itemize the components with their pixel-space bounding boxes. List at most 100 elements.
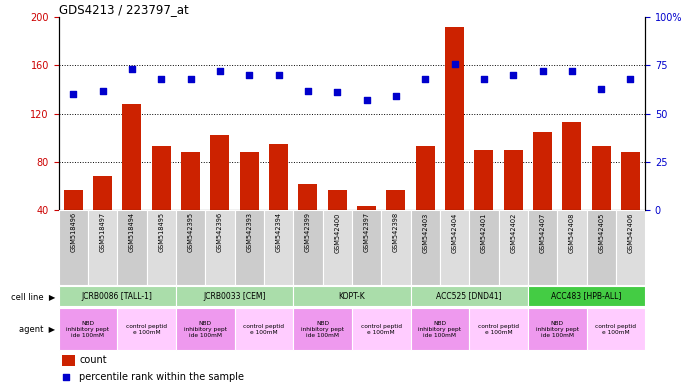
Text: agent  ▶: agent ▶ [19, 325, 55, 334]
Bar [382, 210, 411, 285]
Point [595, 86, 607, 92]
Bar [386, 190, 406, 210]
Bar [440, 210, 469, 285]
Point [478, 76, 489, 82]
Text: GDS4213 / 223797_at: GDS4213 / 223797_at [59, 3, 188, 16]
Bar [528, 308, 586, 351]
Text: GSM542407: GSM542407 [540, 212, 546, 253]
Text: NBD
inhibitory pept
ide 100mM: NBD inhibitory pept ide 100mM [184, 321, 227, 338]
Text: JCRB0086 [TALL-1]: JCRB0086 [TALL-1] [82, 291, 152, 301]
Bar [533, 132, 552, 210]
Bar [264, 210, 293, 285]
Bar [59, 210, 88, 285]
Text: GSM542400: GSM542400 [334, 212, 340, 253]
Bar [558, 210, 586, 285]
Point [508, 72, 519, 78]
Bar [528, 286, 645, 306]
Point [215, 68, 226, 74]
Text: GSM542405: GSM542405 [598, 212, 604, 253]
Text: GSM542404: GSM542404 [451, 212, 457, 253]
Bar [621, 152, 640, 210]
Text: ACC525 [DND41]: ACC525 [DND41] [436, 291, 502, 301]
Text: NBD
inhibitory pept
ide 100mM: NBD inhibitory pept ide 100mM [66, 321, 110, 338]
Bar [63, 190, 83, 210]
Bar [235, 210, 264, 285]
Text: GSM542402: GSM542402 [510, 212, 516, 253]
Bar [591, 146, 611, 210]
Text: control peptid
e 100mM: control peptid e 100mM [595, 324, 636, 335]
Text: GSM542398: GSM542398 [393, 212, 399, 252]
Text: cell line  ▶: cell line ▶ [11, 291, 55, 301]
Bar [469, 210, 499, 285]
Bar [415, 146, 435, 210]
Bar [88, 210, 117, 285]
Text: GSM542408: GSM542408 [569, 212, 575, 253]
Text: GSM542395: GSM542395 [188, 212, 194, 252]
Bar [206, 210, 235, 285]
Point [566, 68, 578, 74]
Text: NBD
inhibitory pept
ide 100mM: NBD inhibitory pept ide 100mM [535, 321, 579, 338]
Text: control peptid
e 100mM: control peptid e 100mM [126, 324, 167, 335]
Text: GSM542406: GSM542406 [627, 212, 633, 253]
Point [61, 374, 72, 380]
Text: control peptid
e 100mM: control peptid e 100mM [361, 324, 402, 335]
Bar [117, 308, 176, 351]
Text: NBD
inhibitory pept
ide 100mM: NBD inhibitory pept ide 100mM [301, 321, 344, 338]
Bar [586, 308, 645, 351]
Point [625, 76, 636, 82]
Bar [586, 210, 616, 285]
Bar [152, 146, 171, 210]
Bar [528, 210, 558, 285]
Bar [323, 210, 352, 285]
Point [302, 88, 313, 94]
Text: control peptid
e 100mM: control peptid e 100mM [244, 324, 284, 335]
Bar [210, 135, 230, 210]
Point [420, 76, 431, 82]
Text: control peptid
e 100mM: control peptid e 100mM [478, 324, 519, 335]
Bar [474, 150, 493, 210]
Bar [293, 286, 411, 306]
Point [449, 60, 460, 66]
Text: ACC483 [HPB-ALL]: ACC483 [HPB-ALL] [551, 291, 622, 301]
Bar [411, 210, 440, 285]
Text: percentile rank within the sample: percentile rank within the sample [79, 372, 244, 382]
Bar [59, 286, 176, 306]
Bar [499, 210, 528, 285]
Bar [117, 210, 147, 285]
Bar [504, 150, 523, 210]
Bar [235, 308, 293, 351]
Point [68, 91, 79, 98]
Text: JCRB0033 [CEM]: JCRB0033 [CEM] [204, 291, 266, 301]
Text: GSM542396: GSM542396 [217, 212, 223, 252]
Bar [293, 210, 323, 285]
Bar [147, 210, 176, 285]
Text: GSM518497: GSM518497 [99, 212, 106, 252]
Bar [176, 286, 293, 306]
Bar [93, 176, 112, 210]
Text: GSM542393: GSM542393 [246, 212, 253, 252]
Text: GSM542397: GSM542397 [364, 212, 370, 252]
Point [185, 76, 196, 82]
Bar [411, 308, 469, 351]
Bar [357, 207, 376, 210]
Point [537, 68, 548, 74]
Bar [239, 152, 259, 210]
Bar [59, 308, 117, 351]
Bar [445, 27, 464, 210]
Bar [411, 286, 528, 306]
Text: NBD
inhibitory pept
ide 100mM: NBD inhibitory pept ide 100mM [418, 321, 462, 338]
Point [156, 76, 167, 82]
Bar [269, 144, 288, 210]
Text: count: count [79, 356, 107, 366]
Bar [352, 308, 411, 351]
Bar [352, 210, 381, 285]
Text: GSM542403: GSM542403 [422, 212, 428, 253]
Point [97, 88, 108, 94]
Point [273, 72, 284, 78]
Point [244, 72, 255, 78]
Text: GSM542401: GSM542401 [481, 212, 487, 253]
Text: GSM518494: GSM518494 [129, 212, 135, 252]
Point [126, 66, 137, 73]
Bar [328, 190, 347, 210]
Point [332, 89, 343, 96]
